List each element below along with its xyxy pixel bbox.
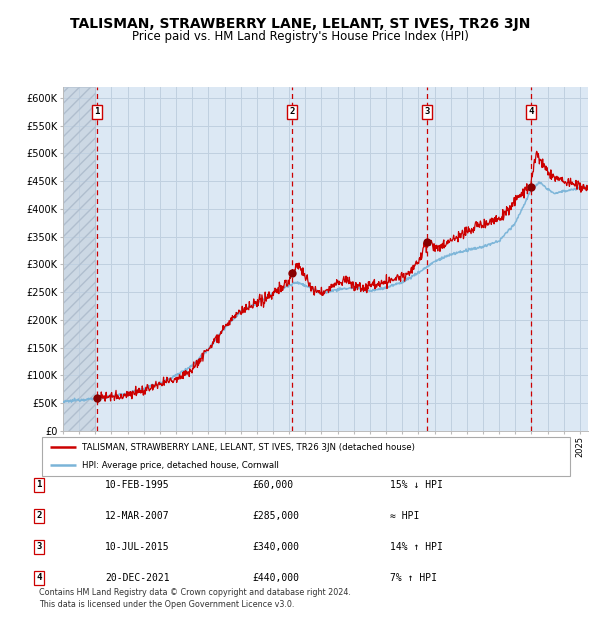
Bar (63, 87, 95, 431)
Text: 4: 4 (528, 107, 533, 117)
Text: 10-FEB-1995: 10-FEB-1995 (105, 480, 170, 490)
Text: £285,000: £285,000 (252, 511, 299, 521)
Text: £340,000: £340,000 (252, 542, 299, 552)
Text: £60,000: £60,000 (252, 480, 293, 490)
Bar (63, 87, 95, 431)
Text: 12-MAR-2007: 12-MAR-2007 (105, 511, 170, 521)
Text: 3: 3 (37, 542, 41, 551)
Text: 1: 1 (37, 480, 41, 489)
Text: 4: 4 (37, 574, 41, 582)
Text: 10-JUL-2015: 10-JUL-2015 (105, 542, 170, 552)
Text: 2: 2 (290, 107, 295, 117)
Text: 14% ↑ HPI: 14% ↑ HPI (390, 542, 443, 552)
Text: 2: 2 (37, 512, 41, 520)
Text: TALISMAN, STRAWBERRY LANE, LELANT, ST IVES, TR26 3JN (detached house): TALISMAN, STRAWBERRY LANE, LELANT, ST IV… (82, 443, 415, 452)
Text: 1: 1 (94, 107, 100, 117)
Text: 3: 3 (424, 107, 430, 117)
Text: 7% ↑ HPI: 7% ↑ HPI (390, 573, 437, 583)
Text: TALISMAN, STRAWBERRY LANE, LELANT, ST IVES, TR26 3JN: TALISMAN, STRAWBERRY LANE, LELANT, ST IV… (70, 17, 530, 32)
Text: Price paid vs. HM Land Registry's House Price Index (HPI): Price paid vs. HM Land Registry's House … (131, 30, 469, 43)
Text: HPI: Average price, detached house, Cornwall: HPI: Average price, detached house, Corn… (82, 461, 278, 470)
Text: 20-DEC-2021: 20-DEC-2021 (105, 573, 170, 583)
Text: £440,000: £440,000 (252, 573, 299, 583)
Text: ≈ HPI: ≈ HPI (390, 511, 419, 521)
Text: 15% ↓ HPI: 15% ↓ HPI (390, 480, 443, 490)
Text: Contains HM Land Registry data © Crown copyright and database right 2024.
This d: Contains HM Land Registry data © Crown c… (39, 588, 351, 609)
